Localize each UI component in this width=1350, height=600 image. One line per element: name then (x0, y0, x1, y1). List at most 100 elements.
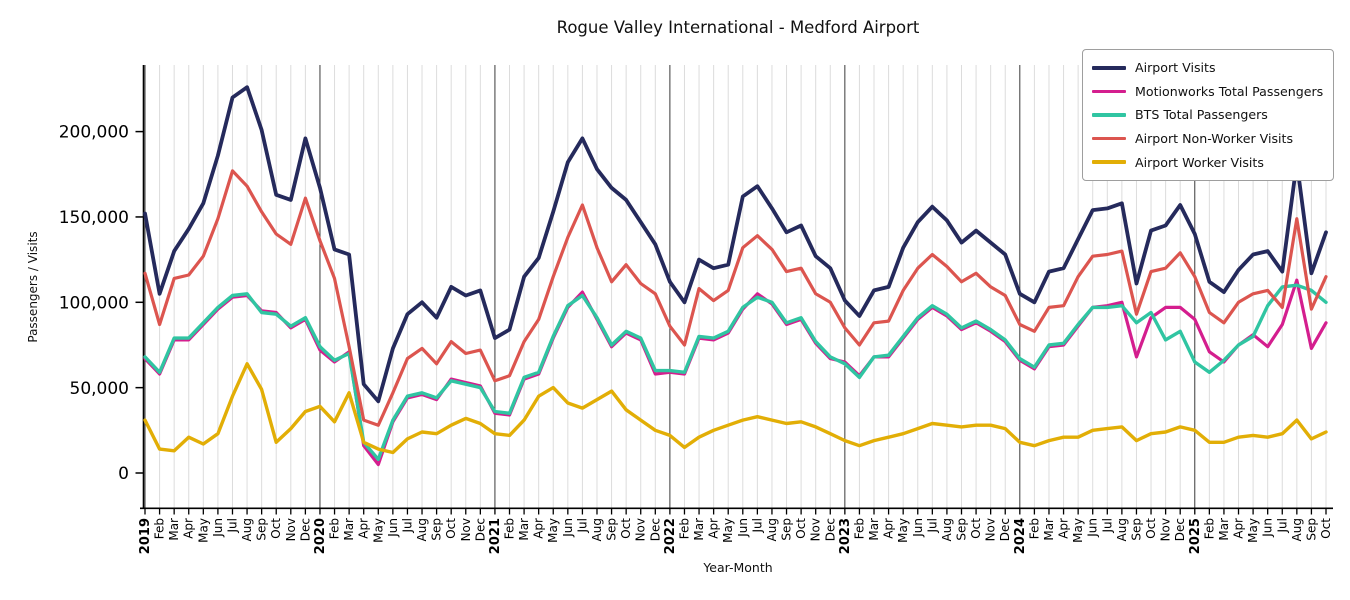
x-tick-label: Mar (1042, 518, 1056, 541)
x-tick-label: May (721, 518, 735, 543)
x-tick-label: Jul (400, 518, 414, 533)
x-tick-label: Apr (1232, 518, 1246, 539)
x-tick-label: Sep (780, 518, 794, 541)
x-tick-label: Nov (809, 518, 823, 541)
y-tick-label: 50,000 (70, 379, 129, 399)
legend-label: Motionworks Total Passengers (1135, 83, 1324, 99)
x-tick-label: 2021 (488, 518, 503, 554)
legend-label: Airport Worker Visits (1135, 154, 1264, 170)
x-tick-label: Nov (634, 518, 648, 541)
x-tick-label: Aug (590, 518, 604, 541)
x-tick-label: Oct (969, 518, 983, 539)
x-axis-label: Year-Month (703, 560, 773, 575)
x-tick-label: Jun (911, 518, 925, 538)
x-tick-label: Dec (298, 518, 312, 541)
x-tick-label: Jun (736, 518, 750, 538)
x-tick-label: May (196, 518, 210, 543)
legend-swatch-airport-worker-visits (1092, 160, 1126, 164)
x-tick-label: Sep (954, 518, 968, 541)
x-tick-label: Jul (1100, 518, 1114, 533)
x-tick-label: Apr (882, 518, 896, 539)
x-tick-label: Sep (1129, 518, 1143, 541)
series-line-motionworks-total-passengers (143, 278, 1328, 467)
x-tick-label: Oct (1319, 518, 1333, 539)
x-tick-label: Jul (575, 518, 589, 533)
x-tick-label: Aug (240, 518, 254, 541)
series-line-airport-worker-visits (143, 362, 1328, 455)
series-line-bts-total-passengers (143, 283, 1328, 461)
legend-swatch-airport-non-worker-visits (1092, 136, 1126, 141)
y-tick-label: 200,000 (59, 123, 129, 143)
x-tick-label: Jul (925, 518, 939, 533)
x-tick-label: Oct (619, 518, 633, 539)
legend-swatch-airport-visits (1092, 66, 1126, 70)
x-tick-label: May (1246, 518, 1260, 543)
chart-title: Rogue Valley International - Medford Air… (556, 18, 920, 37)
x-tick-label: Apr (532, 518, 546, 539)
series-line-airport-visits (143, 85, 1328, 404)
x-tick-label: Sep (430, 518, 444, 541)
x-tick-label: Mar (342, 518, 356, 541)
x-tick-label: Nov (984, 518, 998, 541)
x-tick-label: May (1071, 518, 1085, 543)
y-tick-label: 150,000 (59, 208, 129, 228)
x-tick-label: Aug (1115, 518, 1129, 541)
x-tick-label: Feb (153, 518, 167, 539)
x-tick-label: Feb (1027, 518, 1041, 539)
x-tick-label: Mar (867, 518, 881, 541)
x-tick-label: Aug (940, 518, 954, 541)
x-tick-label: Mar (167, 518, 181, 541)
x-tick-label: Jul (750, 518, 764, 533)
x-tick-label: Sep (255, 518, 269, 541)
x-tick-label: Mar (692, 518, 706, 541)
x-tick-label: 2019 (138, 518, 153, 554)
x-tick-label: Dec (473, 518, 487, 541)
x-tick-label: Jul (225, 518, 239, 533)
x-tick-label: Oct (269, 518, 283, 539)
legend-label: Airport Visits (1135, 60, 1216, 76)
y-tick-label: 0 (118, 464, 129, 484)
x-tick-label: Jun (1086, 518, 1100, 538)
x-tick-label: Apr (357, 518, 371, 539)
x-tick-label: Feb (852, 518, 866, 539)
x-tick-label: Dec (823, 518, 837, 541)
y-tick-label: 100,000 (59, 293, 129, 313)
series-line-airport-non-worker-visits (143, 169, 1328, 427)
x-tick-label: Feb (1202, 518, 1216, 539)
legend-swatch-motionworks-total-passengers (1092, 89, 1126, 94)
x-tick-label: Dec (998, 518, 1012, 541)
x-tick-label: Nov (1159, 518, 1173, 541)
legend-item: Airport Non-Worker Visits (1092, 127, 1323, 151)
x-tick-label: Apr (707, 518, 721, 539)
x-tick-label: May (896, 518, 910, 543)
x-tick-label: 2025 (1188, 518, 1203, 554)
x-tick-label: Feb (677, 518, 691, 539)
legend-item: Motionworks Total Passengers (1092, 80, 1323, 104)
x-tick-label: 2022 (663, 518, 678, 554)
x-tick-label: 2024 (1013, 518, 1028, 554)
x-tick-label: Aug (765, 518, 779, 541)
x-tick-label: Jun (211, 518, 225, 538)
x-tick-label: Oct (444, 518, 458, 539)
x-tick-label: Apr (182, 518, 196, 539)
x-tick-label: Sep (1304, 518, 1318, 541)
x-tick-label: Jul (1275, 518, 1289, 533)
legend-item: BTS Total Passengers (1092, 103, 1323, 127)
x-tick-label: May (546, 518, 560, 543)
legend-swatch-bts-total-passengers (1092, 113, 1126, 117)
x-tick-label: Dec (648, 518, 662, 541)
x-tick-label: Jun (561, 518, 575, 538)
x-tick-label: Jun (386, 518, 400, 538)
x-tick-label: Sep (605, 518, 619, 541)
legend-item: Airport Worker Visits (1092, 150, 1323, 174)
x-tick-label: Aug (415, 518, 429, 541)
x-tick-label: May (371, 518, 385, 543)
x-tick-label: Aug (1290, 518, 1304, 541)
x-tick-label: Nov (459, 518, 473, 541)
x-tick-label: Oct (1144, 518, 1158, 539)
y-axis-label: Passengers / Visits (26, 231, 40, 343)
legend-label: BTS Total Passengers (1135, 107, 1268, 123)
x-tick-label: 2023 (838, 518, 853, 554)
